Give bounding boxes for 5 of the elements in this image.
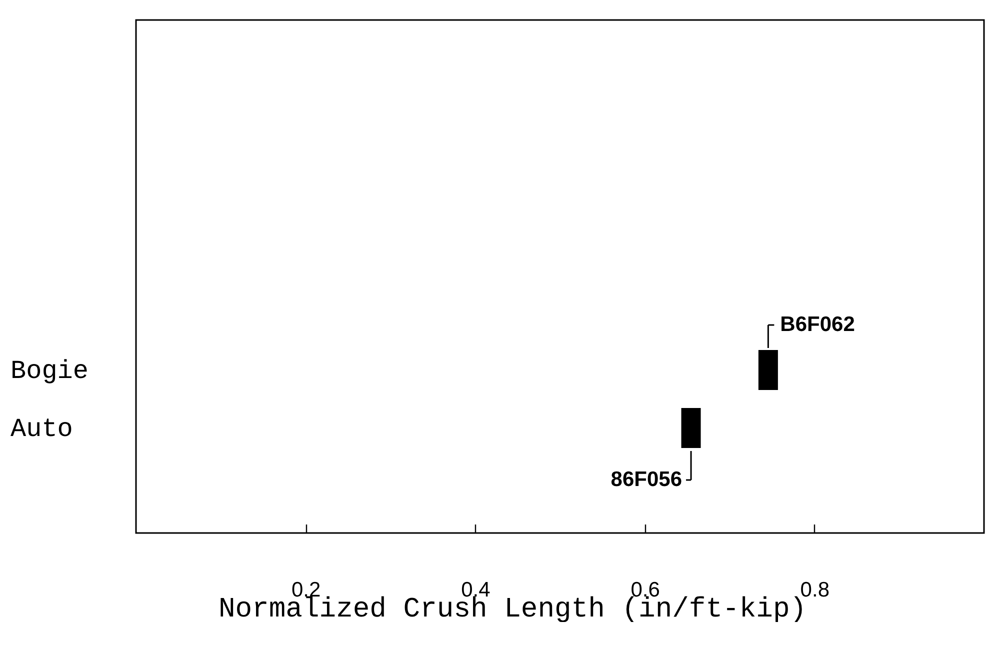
text: B6F062 xyxy=(780,313,855,336)
x-tick-label: 0.8 xyxy=(800,578,830,602)
y-tick-label: Auto xyxy=(10,414,73,444)
text: 86F056 xyxy=(610,468,682,491)
y-tick-label: Bogie xyxy=(10,356,89,386)
